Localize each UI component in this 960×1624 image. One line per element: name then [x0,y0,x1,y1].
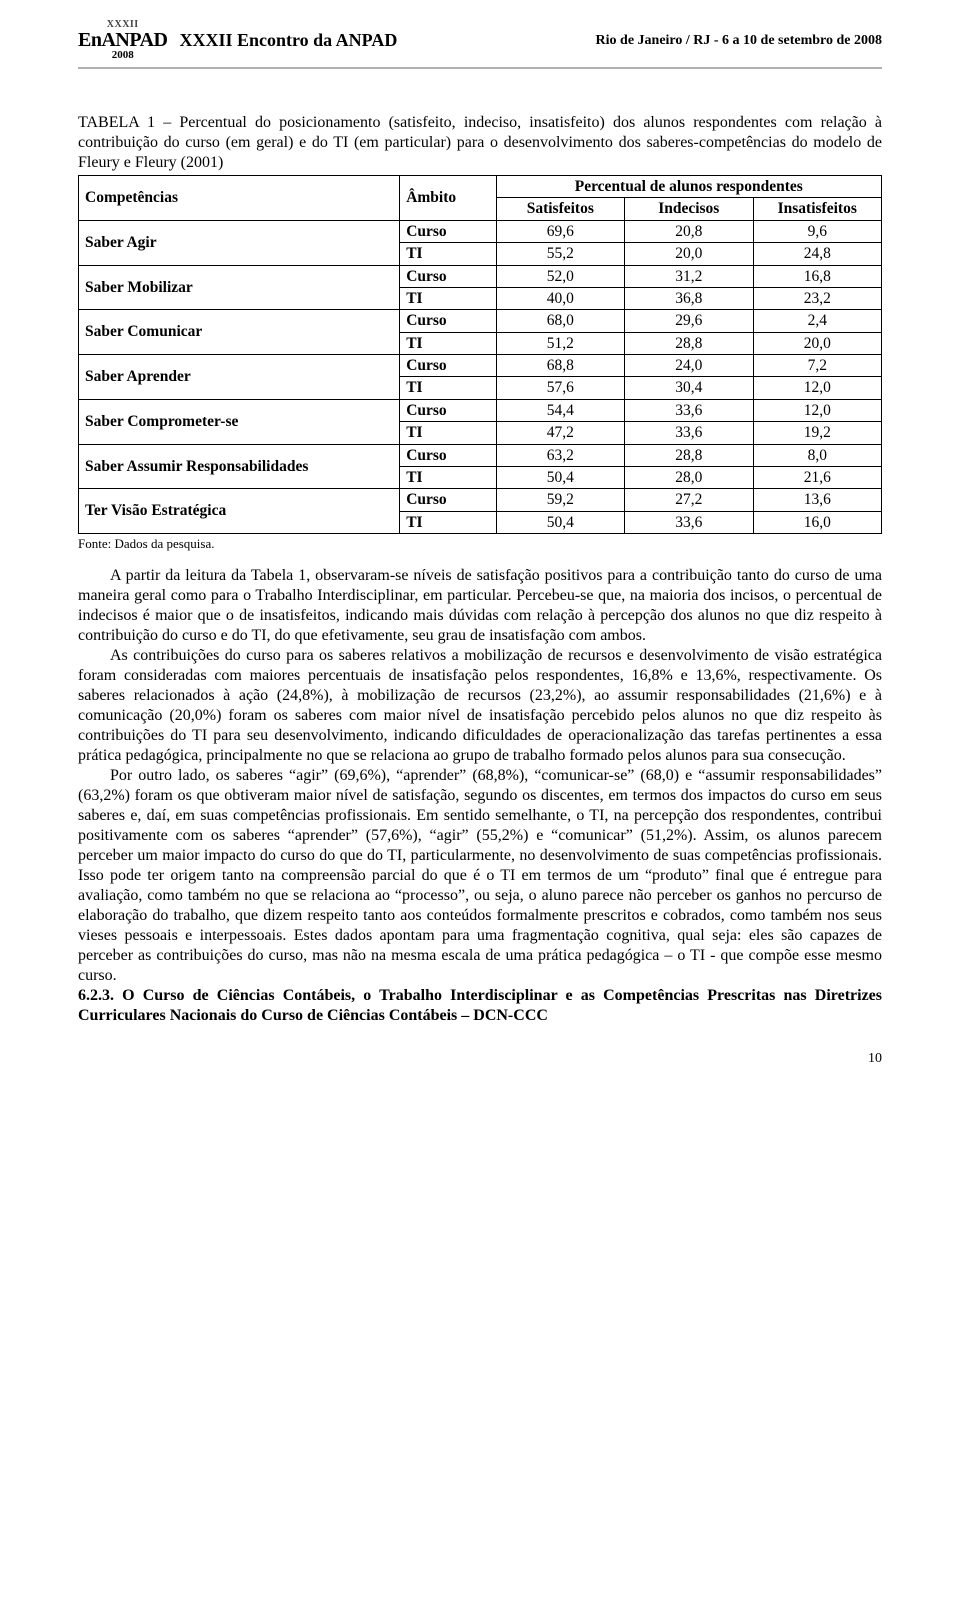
cell-value: 7,2 [753,355,882,377]
th-insatisfeitos: Insatisfeitos [753,198,882,220]
cell-value: 24,8 [753,243,882,265]
cell-value: 30,4 [625,377,753,399]
page-number: 10 [78,1050,882,1068]
table-header-row-1: Competências Âmbito Percentual de alunos… [79,176,882,198]
cell-competencia: Saber Agir [79,220,400,265]
header-left: XXXII EnANPAD 2008 XXXII Encontro da ANP… [78,20,397,61]
section-heading: 6.2.3. O Curso de Ciências Contábeis, o … [78,986,882,1026]
cell-ambito: TI [400,377,496,399]
logo-mid: EnANPAD [78,30,167,50]
table-row: Saber AprenderCurso68,824,07,2 [79,355,882,377]
cell-value: 69,6 [496,220,624,242]
cell-value: 57,6 [496,377,624,399]
cell-ambito: Curso [400,489,496,511]
cell-ambito: TI [400,422,496,444]
logo: XXXII EnANPAD 2008 [78,20,167,61]
cell-value: 16,8 [753,265,882,287]
cell-ambito: Curso [400,220,496,242]
cell-value: 31,2 [625,265,753,287]
paragraph-3: Por outro lado, os saberes “agir” (69,6%… [78,766,882,986]
cell-value: 2,4 [753,310,882,332]
th-ambito: Âmbito [400,176,496,221]
cell-value: 40,0 [496,287,624,309]
table-caption: Fonte: Dados da pesquisa. [78,536,882,552]
cell-value: 51,2 [496,332,624,354]
cell-value: 8,0 [753,444,882,466]
cell-value: 68,8 [496,355,624,377]
table-row: Saber AgirCurso69,620,89,6 [79,220,882,242]
cell-value: 12,0 [753,377,882,399]
cell-value: 47,2 [496,422,624,444]
table-body: Saber AgirCurso69,620,89,6TI55,220,024,8… [79,220,882,533]
th-competencias: Competências [79,176,400,221]
header-title: XXXII Encontro da ANPAD [179,29,397,52]
cell-value: 13,6 [753,489,882,511]
cell-value: 59,2 [496,489,624,511]
table-title: TABELA 1 – Percentual do posicionamento … [78,113,882,173]
cell-value: 19,2 [753,422,882,444]
cell-competencia: Saber Comunicar [79,310,400,355]
cell-value: 55,2 [496,243,624,265]
cell-value: 63,2 [496,444,624,466]
cell-value: 28,8 [625,444,753,466]
cell-value: 16,0 [753,511,882,533]
cell-value: 9,6 [753,220,882,242]
cell-value: 12,0 [753,399,882,421]
cell-ambito: Curso [400,310,496,332]
cell-competencia: Saber Assumir Responsabilidades [79,444,400,489]
page-header: XXXII EnANPAD 2008 XXXII Encontro da ANP… [78,20,882,69]
cell-value: 23,2 [753,287,882,309]
cell-ambito: TI [400,466,496,488]
cell-value: 24,0 [625,355,753,377]
table-row: Saber Assumir ResponsabilidadesCurso63,2… [79,444,882,466]
cell-value: 68,0 [496,310,624,332]
th-percentual: Percentual de alunos respondentes [496,176,881,198]
cell-ambito: Curso [400,355,496,377]
table-row: Saber ComunicarCurso68,029,62,4 [79,310,882,332]
paragraph-2: As contribuições do curso para os sabere… [78,646,882,766]
cell-value: 27,2 [625,489,753,511]
paragraph-1: A partir da leitura da Tabela 1, observa… [78,566,882,646]
cell-value: 50,4 [496,466,624,488]
cell-competencia: Saber Comprometer-se [79,399,400,444]
cell-value: 29,6 [625,310,753,332]
cell-value: 20,0 [753,332,882,354]
table-row: Saber Comprometer-seCurso54,433,612,0 [79,399,882,421]
table-row: Ter Visão EstratégicaCurso59,227,213,6 [79,489,882,511]
cell-ambito: Curso [400,265,496,287]
cell-ambito: TI [400,332,496,354]
logo-bottom: 2008 [112,50,134,61]
cell-value: 33,6 [625,399,753,421]
cell-value: 20,0 [625,243,753,265]
cell-competencia: Saber Aprender [79,355,400,400]
cell-value: 33,6 [625,511,753,533]
data-table: Competências Âmbito Percentual de alunos… [78,175,882,534]
th-satisfeitos: Satisfeitos [496,198,624,220]
cell-ambito: Curso [400,399,496,421]
cell-value: 20,8 [625,220,753,242]
cell-value: 52,0 [496,265,624,287]
cell-value: 28,8 [625,332,753,354]
cell-competencia: Ter Visão Estratégica [79,489,400,534]
cell-value: 21,6 [753,466,882,488]
cell-ambito: Curso [400,444,496,466]
cell-value: 54,4 [496,399,624,421]
cell-ambito: TI [400,287,496,309]
cell-competencia: Saber Mobilizar [79,265,400,310]
cell-value: 36,8 [625,287,753,309]
cell-value: 28,0 [625,466,753,488]
cell-ambito: TI [400,511,496,533]
header-right: Rio de Janeiro / RJ - 6 a 10 de setembro… [596,32,882,50]
cell-value: 33,6 [625,422,753,444]
cell-ambito: TI [400,243,496,265]
table-row: Saber MobilizarCurso52,031,216,8 [79,265,882,287]
cell-value: 50,4 [496,511,624,533]
th-indecisos: Indecisos [625,198,753,220]
